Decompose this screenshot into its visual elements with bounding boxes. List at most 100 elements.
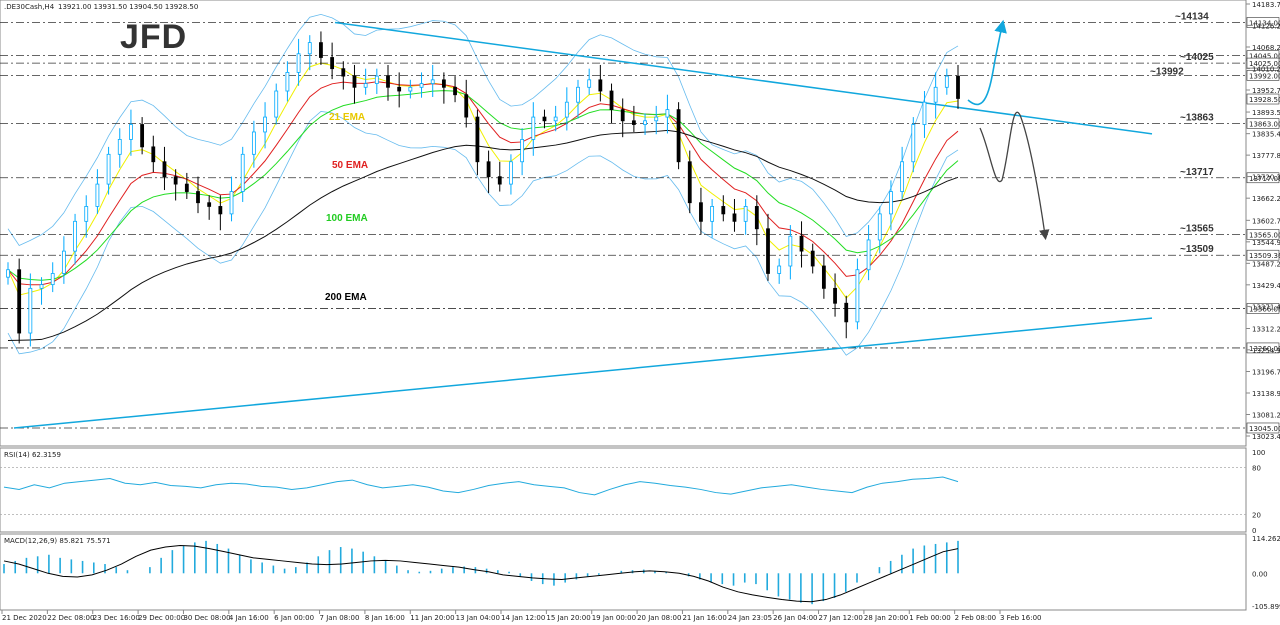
level-label: ~14134 [1175,12,1209,23]
candle-body [397,86,402,92]
candle-body [743,206,748,222]
macd-indicator: 114.262 0.00 -105.899 [3,535,1280,611]
chart-symbol: .DE30Cash,H4 [4,3,55,11]
level-box-label: 13366.00 [1249,305,1280,313]
rsi-axis-label: 0 [1252,527,1256,535]
candle-body [162,161,167,178]
time-tick-label: 21 Dec 2020 [2,614,47,622]
candle-body [374,75,379,84]
candle-body [140,124,145,148]
price-tick-label: 13254.90 [1252,347,1280,355]
candle-body [319,42,323,58]
candle-body [956,75,960,99]
level-box-label: 13992.00 [1249,72,1280,80]
macd-signal-line [3,544,959,603]
time-tick-label: 13 Jan 04:00 [456,614,500,622]
candle-body [654,116,659,122]
candle-body [866,239,871,271]
candle-body [95,183,100,207]
candle-body [218,206,223,215]
rsi-indicator: 100 80 20 0 [0,449,1265,535]
candle-body [453,86,457,96]
trend-lines [13,21,1153,429]
candle-body [665,109,670,118]
ema50-line [7,81,959,286]
bullish-scenario-arrow [967,19,1007,106]
level-box-label: 13260.00 [1249,345,1280,353]
time-tick-label: 11 Jan 20:00 [410,614,454,622]
candle-body [799,235,804,252]
price-tick-label: 13312.20 [1252,325,1280,333]
time-tick-label: 3 Feb 16:00 [1000,614,1041,622]
level-box-label: 13045.00 [1249,425,1280,433]
candle-body [911,124,916,163]
ema-lines [7,62,959,341]
time-tick-label: 1 Feb 00:00 [909,614,950,622]
candle-body [263,116,267,133]
candle-body [50,273,55,286]
price-tick-label: 13487.20 [1252,260,1280,268]
candle-body [933,86,938,103]
candle-body [229,191,234,215]
candle-body [441,79,446,88]
candle-body [196,191,200,204]
macd-axis-label: -105.899 [1252,603,1280,611]
time-tick-label: 26 Jan 04:00 [773,614,817,622]
candle-body [721,206,726,215]
time-tick-label: 24 Jan 23:05 [728,614,772,622]
level-box [1246,70,1280,81]
candle-body [363,83,368,88]
candle-body [475,116,480,163]
candle-body [17,269,22,334]
candle-body [855,269,860,323]
jfd-logo: JFD [120,18,187,56]
candle-body [754,206,759,230]
candle-body [240,153,245,192]
level-box-label: 13565.00 [1249,231,1280,239]
candle-body [598,79,603,92]
candle-body [699,202,703,222]
ema200-label: 200 EMA [325,292,367,303]
candle-body [28,287,33,334]
time-tick-label: 14 Jan 12:00 [501,614,545,622]
candle-body [84,206,89,222]
candle-body [509,161,513,185]
candle-body [833,287,837,304]
candle-body [386,75,390,88]
price-tick-label: 14183.70 [1252,1,1280,9]
candle-body [151,146,156,163]
price-tick-label: 13952.70 [1252,87,1280,95]
time-tick-label: 28 Jan 20:00 [864,614,908,622]
candle-body [922,101,927,125]
candle-body [184,183,189,192]
current-price-box [1246,93,1280,105]
candle-body [531,116,536,140]
time-tick-label: 20 Jan 08:00 [637,614,681,622]
price-tick-label: 14010.25 [1252,66,1280,74]
macd-panel-frame [0,533,1247,611]
level-label: ~13509 [1180,244,1214,255]
current-price-label: 13928.50 [1249,96,1280,104]
time-tick-label: 22 Dec 08:00 [47,614,94,622]
rsi-panel-frame [0,447,1247,533]
level-label: ~13863 [1180,112,1214,123]
candle-body [520,139,525,163]
candle-body [821,265,826,289]
time-tick-label: 19 Jan 00:00 [592,614,636,622]
candle-body [251,131,256,155]
rsi-line [3,476,959,496]
time-tick-label: 29 Dec 00:00 [138,614,185,622]
candle-body [61,250,66,274]
level-box [1246,118,1280,129]
price-tick-label: 13371.40 [1252,303,1280,311]
time-tick-label: 7 Jan 08:00 [320,614,360,622]
candle-body [643,120,647,125]
candle-body [296,53,301,73]
candles [6,31,960,347]
candle-body [710,206,715,222]
candle-body [788,235,793,267]
level-label: ~14025 [1180,52,1214,63]
time-tick-label: 8 Jan 16:00 [365,614,405,622]
